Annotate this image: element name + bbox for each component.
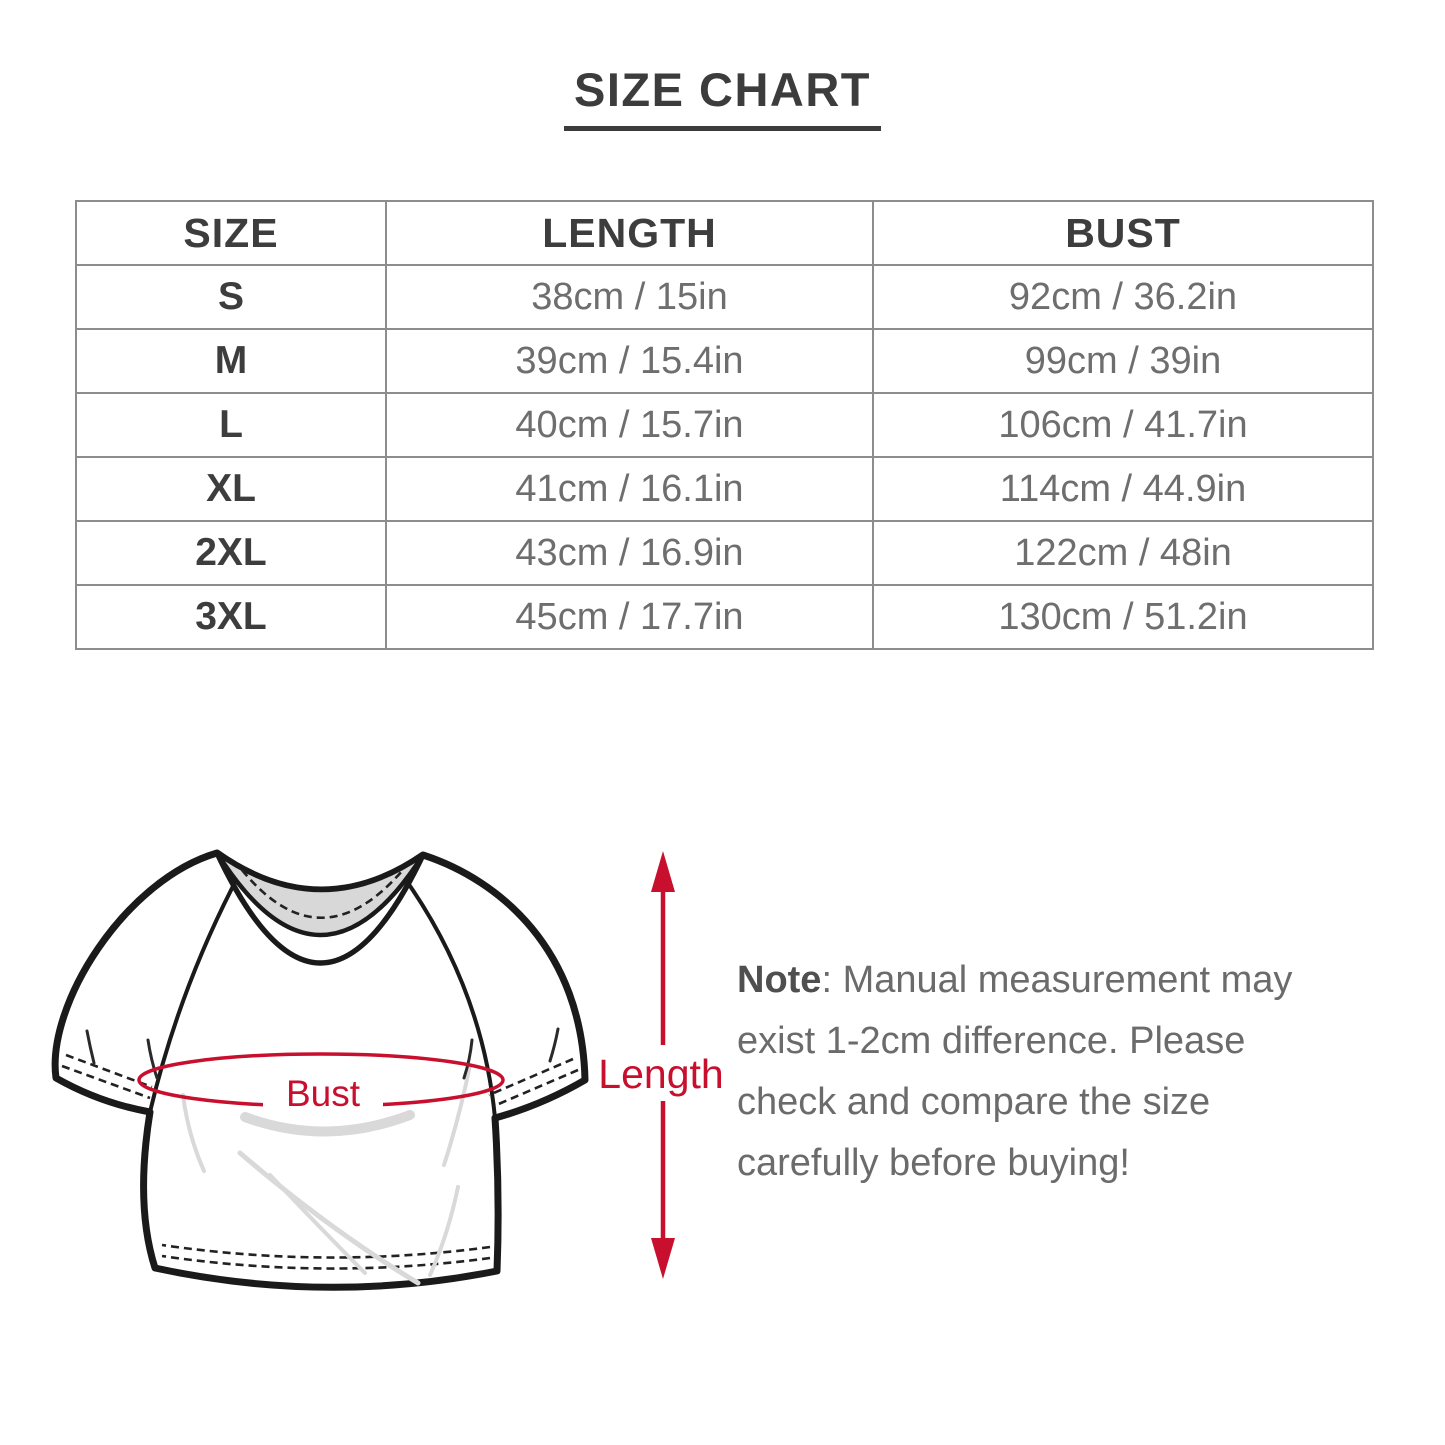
- size-cell: L: [75, 392, 387, 458]
- length-arrow: Length: [600, 851, 724, 1279]
- column-header-bust: BUST: [872, 200, 1374, 266]
- bust-label: Bust: [286, 1073, 361, 1114]
- sleeve-stitch-right: [488, 1057, 579, 1108]
- length-cell: 40cm / 15.7in: [385, 392, 874, 458]
- bust-cell: 106cm / 41.7in: [872, 392, 1374, 458]
- length-cell: 41cm / 16.1in: [385, 456, 874, 522]
- bust-cell: 114cm / 44.9in: [872, 456, 1374, 522]
- length-cell: 43cm / 16.9in: [385, 520, 874, 586]
- neckband-edge: [214, 851, 426, 966]
- length-label: Length: [600, 1051, 724, 1097]
- wrinkle-shading: [181, 1063, 472, 1286]
- collar-stitch: [240, 869, 403, 919]
- arrow-down-icon: [651, 1238, 675, 1279]
- raglan-seam-left: [148, 868, 244, 1113]
- note-line-3: check and compare the size: [737, 1081, 1211, 1123]
- note-label: Note: [737, 959, 822, 1001]
- hem-stitch: [161, 1243, 491, 1270]
- tshirt-diagram: Bust: [51, 849, 589, 1291]
- size-cell: S: [75, 264, 387, 330]
- size-cell: XL: [75, 456, 387, 522]
- bust-cell: 122cm / 48in: [872, 520, 1374, 586]
- size-table: SIZE LENGTH BUST S 38cm / 15in 92cm / 36…: [75, 200, 1374, 650]
- page-title-text: SIZE CHART: [564, 62, 881, 131]
- length-cell: 39cm / 15.4in: [385, 328, 874, 394]
- table-row: S 38cm / 15in 92cm / 36.2in: [75, 264, 1374, 330]
- note-line-4: carefully before buying!: [737, 1142, 1130, 1184]
- page-title: SIZE CHART: [0, 62, 1445, 131]
- size-cell: 3XL: [75, 584, 387, 650]
- table-row: L 40cm / 15.7in 106cm / 41.7in: [75, 392, 1374, 458]
- sleeve-stitch-left: [61, 1053, 153, 1100]
- size-cell: M: [75, 328, 387, 394]
- note-line-1: Note: Manual measurement may: [737, 959, 1293, 1001]
- size-cell: 2XL: [75, 520, 387, 586]
- column-header-length: LENGTH: [385, 200, 874, 266]
- bust-label-mask: [263, 1071, 383, 1113]
- length-cell: 38cm / 15in: [385, 264, 874, 330]
- length-cell: 45cm / 17.7in: [385, 584, 874, 650]
- table-row: XL 41cm / 16.1in 114cm / 44.9in: [75, 456, 1374, 522]
- bust-cell: 92cm / 36.2in: [872, 264, 1374, 330]
- note-line-2: exist 1-2cm difference. Please: [737, 1020, 1246, 1062]
- raglan-seam-right: [396, 867, 497, 1119]
- table-header-row: SIZE LENGTH BUST: [75, 200, 1374, 266]
- note-text: Note: Manual measurement may exist 1-2cm…: [737, 950, 1292, 1194]
- bust-cell: 130cm / 51.2in: [872, 584, 1374, 650]
- table-row: 3XL 45cm / 17.7in 130cm / 51.2in: [75, 584, 1374, 650]
- crease-marks: [85, 1027, 560, 1080]
- bust-cell: 99cm / 39in: [872, 328, 1374, 394]
- arrow-up-icon: [651, 851, 675, 892]
- column-header-size: SIZE: [75, 200, 387, 266]
- table-row: 2XL 43cm / 16.9in 122cm / 48in: [75, 520, 1374, 586]
- table-row: M 39cm / 15.4in 99cm / 39in: [75, 328, 1374, 394]
